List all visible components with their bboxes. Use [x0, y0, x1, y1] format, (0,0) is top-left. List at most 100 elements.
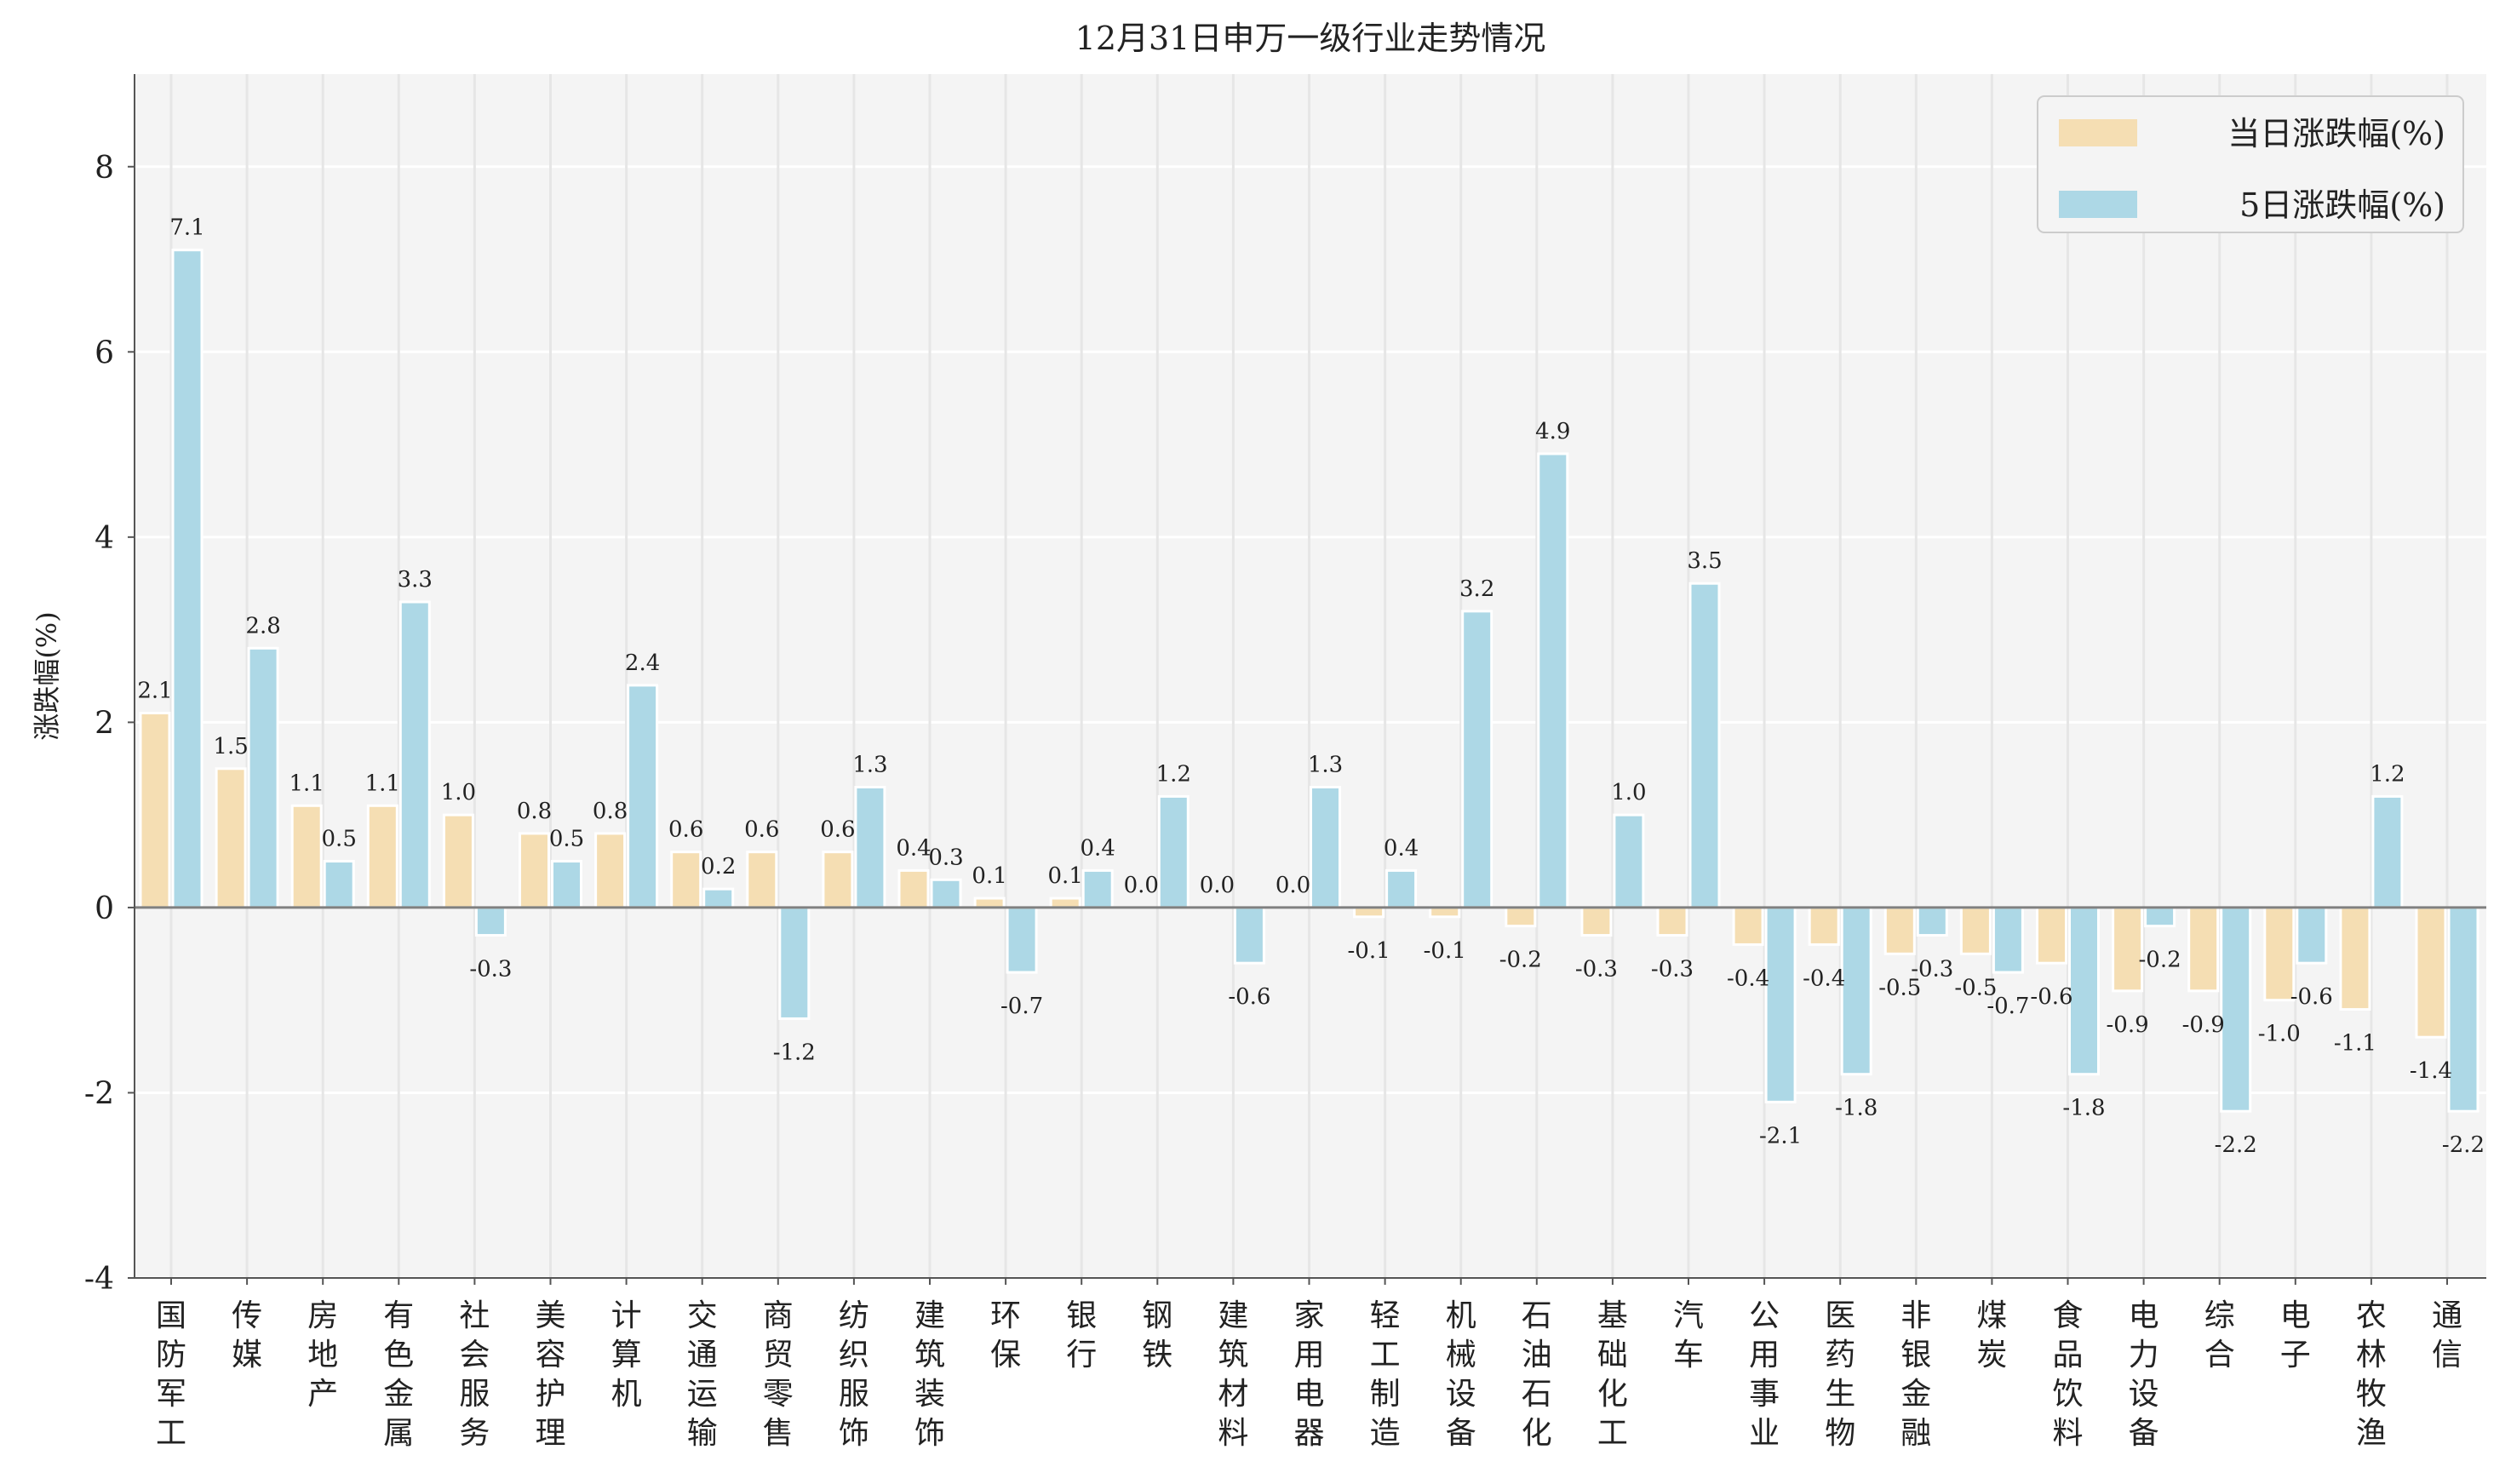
bar-daily [973, 897, 1006, 909]
bar-5day [171, 249, 204, 909]
x-tick-label: 商贸零售 [763, 1298, 794, 1451]
x-tick-label: 国防军工 [156, 1298, 186, 1451]
bar-5day [1916, 906, 1948, 937]
bar-5day [551, 860, 582, 909]
legend-swatch [2059, 191, 2137, 218]
data-label: -1.4 [2410, 1058, 2452, 1084]
y-axis-label: 涨跌幅(%) [31, 611, 63, 740]
bar-daily [2187, 906, 2220, 993]
bar-5day [2144, 906, 2176, 928]
bar-5day [1006, 906, 1038, 974]
bar-daily [290, 804, 323, 909]
x-tick-label: 计算机 [611, 1298, 642, 1412]
data-label: 0.0 [1200, 873, 1235, 898]
data-label: -0.9 [2182, 1012, 2225, 1038]
data-label: 0.0 [1124, 873, 1159, 898]
data-label: 1.1 [290, 771, 324, 796]
bar-daily [1505, 906, 1537, 928]
data-label: 0.5 [549, 827, 584, 852]
bar-5day [1233, 906, 1265, 965]
data-label: 1.3 [1308, 753, 1343, 778]
bar-5day [1840, 906, 1872, 1076]
data-label: -1.8 [1835, 1096, 1878, 1121]
x-tick-label: 美容护理 [535, 1298, 565, 1451]
data-label: 0.8 [517, 799, 552, 824]
bar-5day [1310, 786, 1341, 909]
x-tick-label: 机械设备 [1446, 1298, 1476, 1451]
data-label: -0.2 [2139, 948, 2181, 973]
x-tick-label: 有色金属 [383, 1298, 414, 1451]
bar-daily [746, 851, 778, 909]
bar-daily [2415, 906, 2447, 1039]
data-label: 0.2 [701, 854, 736, 880]
data-label: 0.1 [1048, 863, 1083, 889]
bar-5day [474, 906, 507, 937]
bar-daily [2263, 906, 2296, 1002]
bar-5day [247, 646, 279, 909]
data-label: 1.0 [441, 780, 476, 805]
x-tick-label: 家用电器 [1293, 1298, 1324, 1451]
data-label: -0.4 [1803, 965, 1845, 991]
x-tick-label: 煤炭 [1976, 1298, 2007, 1372]
bar-5day [1613, 813, 1645, 909]
data-label: 1.2 [1156, 761, 1191, 787]
y-tick-label: 2 [95, 706, 114, 741]
data-label: 1.0 [1611, 780, 1646, 805]
bar-5day [702, 887, 735, 909]
x-tick-label: 食品饮料 [2052, 1298, 2083, 1451]
bar-daily [1732, 906, 1764, 946]
data-label: 0.5 [322, 827, 357, 852]
bar-5day [1461, 610, 1493, 909]
data-label: 0.4 [1081, 835, 1115, 861]
data-label: -0.1 [1348, 938, 1390, 964]
x-tick-label: 交通运输 [687, 1298, 718, 1451]
bar-daily [2112, 906, 2144, 993]
bar-daily [1429, 906, 1461, 919]
y-tick-label: 6 [95, 335, 114, 370]
data-label: 1.3 [852, 753, 887, 778]
data-label: -1.0 [2258, 1022, 2301, 1047]
x-tick-label: 汽车 [1673, 1298, 1704, 1372]
legend-box [2037, 95, 2464, 233]
bar-daily [1959, 906, 1992, 955]
bar-5day [627, 684, 659, 909]
x-tick-label: 非银金融 [1900, 1298, 1931, 1451]
x-tick-label: 电子 [2280, 1298, 2311, 1372]
data-label: -0.6 [2290, 984, 2333, 1010]
bar-daily [1883, 906, 1916, 955]
data-label: -0.5 [1954, 975, 1997, 1000]
bar-5day [1081, 868, 1114, 909]
data-label: -2.2 [2442, 1132, 2485, 1158]
bar-5day [854, 786, 886, 909]
data-label: 0.6 [668, 817, 703, 843]
bar-5day [2068, 906, 2100, 1076]
data-label: -0.3 [469, 957, 512, 983]
data-label: 0.3 [928, 845, 963, 870]
data-label: -1.1 [2334, 1031, 2376, 1057]
bar-5day [1537, 452, 1569, 909]
data-label: 0.0 [1276, 873, 1310, 898]
bar-daily [215, 767, 247, 909]
x-tick-label: 石油石化 [1522, 1298, 1552, 1451]
y-tick-label: 8 [95, 151, 114, 186]
data-label: -1.2 [773, 1040, 816, 1065]
data-label: 0.6 [744, 817, 779, 843]
x-tick-label: 房地产 [307, 1298, 338, 1412]
y-tick-label: -4 [84, 1262, 114, 1297]
data-label: 0.1 [972, 863, 1006, 889]
x-tick-label: 建筑材料 [1218, 1298, 1248, 1451]
bar-daily [519, 832, 550, 909]
data-label: 0.8 [593, 799, 628, 824]
data-label: -1.8 [2062, 1096, 2105, 1121]
data-label: 1.1 [365, 771, 400, 796]
data-label: 3.5 [1687, 548, 1722, 574]
data-label: -0.6 [1228, 984, 1270, 1010]
y-tick-label: 0 [95, 891, 114, 926]
x-tick-label: 电力设备 [2129, 1298, 2159, 1451]
chart-title: 12月31日申万一级行业走势情况 [1075, 20, 1546, 57]
bar-daily [1049, 897, 1081, 909]
bar-5day [1157, 794, 1190, 909]
data-label: 0.4 [1384, 835, 1419, 861]
data-label: 3.2 [1459, 576, 1494, 602]
